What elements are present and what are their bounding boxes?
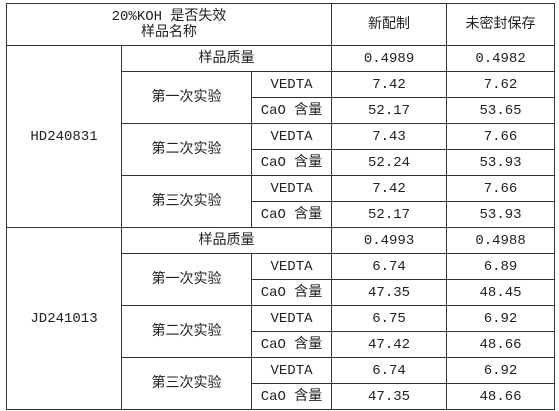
table-container: 20%KOH 是否失效 样品名称 新配制 未密封保存 HD240831 样品质量 0.498…	[5, 3, 556, 410]
table-row: CaO 含量 47.35 48.45	[7, 279, 556, 306]
measure-label: CaO 含量	[250, 331, 333, 358]
measure-value: 52.17	[331, 97, 448, 124]
table-body: 20%KOH 是否失效 样品名称 新配制 未密封保存 HD240831 样品质量 0.498…	[5, 3, 556, 410]
measure-value: 52.24	[331, 149, 448, 176]
measure-value: 7.42	[331, 175, 448, 202]
mass-value: 0.4988	[446, 227, 556, 254]
trial-label: 第三次实验	[121, 175, 252, 228]
table-row: 20%KOH 是否失效 样品名称 新配制 未密封保存	[5, 3, 556, 46]
header-title-line: 20%KOH 是否失效	[111, 8, 227, 25]
mass-value: 0.4993	[331, 227, 448, 254]
header-title-line: 样品名称	[141, 24, 198, 41]
table-row: 第二次实验 VEDTA 7.43 7.66	[7, 123, 556, 176]
table-row: CaO 含量 52.24 53.93	[7, 149, 556, 176]
table-row: CaO 含量 52.17 53.65	[7, 97, 556, 124]
measure-value: 47.42	[331, 331, 448, 358]
table-row: 第一次实验 VEDTA 6.74 6.89	[7, 253, 556, 306]
trial-label: 第一次实验	[121, 71, 252, 124]
table-row: 第二次实验 VEDTA 6.75 6.92	[7, 305, 556, 358]
measure-value: 7.42	[331, 71, 448, 98]
measure-label: CaO 含量	[250, 279, 333, 306]
table-row: CaO 含量 52.17 53.93	[7, 201, 556, 228]
mass-label: 样品质量	[120, 45, 333, 72]
table-row: CaO 含量 47.35 48.66	[7, 383, 556, 410]
column-header: 未密封保存	[446, 3, 556, 46]
table-row: HD240831 样品质量 0.4989 0.4982	[6, 45, 556, 228]
measure-value: 7.62	[446, 71, 556, 98]
measure-label: VEDTA	[250, 253, 333, 280]
measure-value: 53.93	[446, 201, 556, 228]
measure-value: 7.43	[331, 123, 448, 150]
mass-value: 0.4989	[331, 45, 448, 72]
measure-label: CaO 含量	[250, 201, 333, 228]
measure-value: 48.45	[446, 279, 556, 306]
measure-label: VEDTA	[250, 71, 333, 98]
measure-label: VEDTA	[250, 357, 333, 384]
measure-value: 6.92	[446, 357, 556, 384]
measure-value: 47.35	[331, 279, 448, 306]
mass-label: 样品质量	[120, 227, 333, 254]
measure-label: CaO 含量	[250, 97, 333, 124]
measure-value: 48.66	[446, 383, 556, 410]
trial-label: 第二次实验	[121, 123, 252, 176]
measure-label: VEDTA	[250, 175, 333, 202]
measure-value: 7.66	[446, 175, 556, 202]
measure-value: 7.66	[446, 123, 556, 150]
table-row: JD241013 样品质量 0.4993 0.4988	[6, 227, 556, 410]
measure-value: 6.75	[331, 305, 448, 332]
table-row: 第一次实验 VEDTA 7.42 7.62	[7, 71, 556, 124]
measure-value: 53.65	[446, 97, 556, 124]
trial-label: 第三次实验	[121, 357, 252, 410]
measure-label: VEDTA	[250, 305, 333, 332]
table-row: 第三次实验 VEDTA 6.74 6.92	[7, 357, 556, 410]
measure-label: CaO 含量	[250, 149, 333, 176]
measure-value: 6.89	[446, 253, 556, 280]
measure-label: CaO 含量	[250, 383, 333, 410]
measure-value: 48.66	[446, 331, 556, 358]
column-header: 新配制	[331, 3, 448, 46]
sample-name: HD240831	[6, 45, 122, 228]
measure-label: VEDTA	[250, 123, 333, 150]
measure-value: 52.17	[331, 201, 448, 228]
table-row: 第三次实验 VEDTA 7.42 7.66	[7, 175, 556, 228]
data-table: 20%KOH 是否失效 样品名称 新配制 未密封保存 HD240831 样品质量 0.498…	[5, 3, 556, 410]
measure-value: 6.74	[331, 253, 448, 280]
measure-value: 6.92	[446, 305, 556, 332]
mass-value: 0.4982	[446, 45, 556, 72]
sample-name: JD241013	[6, 227, 122, 410]
measure-value: 47.35	[331, 383, 448, 410]
trial-label: 第一次实验	[121, 253, 252, 306]
trial-label: 第二次实验	[121, 305, 252, 358]
measure-value: 53.93	[446, 149, 556, 176]
header-title: 20%KOH 是否失效 样品名称	[5, 3, 333, 46]
measure-value: 6.74	[331, 357, 448, 384]
